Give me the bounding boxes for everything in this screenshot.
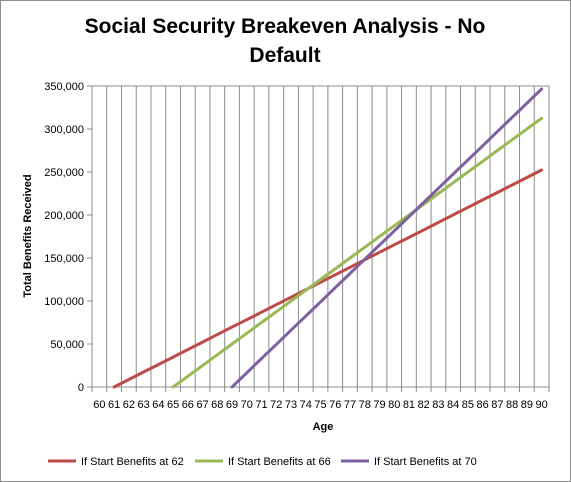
x-tick-label: 62 <box>123 399 135 411</box>
x-tick-label: 80 <box>388 399 400 411</box>
x-tick-label: 90 <box>536 399 548 411</box>
x-tick-label: 79 <box>373 399 385 411</box>
y-tick-label: 350,000 <box>44 81 84 93</box>
legend-label: If Start Benefits at 66 <box>228 456 331 468</box>
x-tick-label: 88 <box>506 399 518 411</box>
x-tick-label: 74 <box>300 399 312 411</box>
x-tick-label: 73 <box>285 399 297 411</box>
series-lines <box>112 87 544 389</box>
x-tick-label: 72 <box>270 399 282 411</box>
x-tick-label: 81 <box>403 399 415 411</box>
x-axis-ticks: 60 61 62 63 64 65 66 67 68 69 70 71 72 73 74 75 76 77 78 79… <box>91 387 550 411</box>
x-tick-label: 86 <box>477 399 489 411</box>
y-tick-label: 50,000 <box>50 339 84 351</box>
y-axis-title: Total Benefits Received <box>22 174 34 297</box>
x-tick-label: 85 <box>462 399 474 411</box>
series-line <box>112 168 544 389</box>
y-tick-label: 0 <box>78 382 84 394</box>
x-tick-label: 70 <box>241 399 253 411</box>
y-axis-ticks: 0 50,000 100,000 150,000 200,000 250,000 300,0… <box>44 81 92 394</box>
x-tick-label: 66 <box>182 399 194 411</box>
y-tick-label: 150,000 <box>44 253 84 265</box>
x-tick-label: 77 <box>344 399 356 411</box>
series-line <box>230 87 544 389</box>
x-tick-label: 67 <box>196 399 208 411</box>
y-tick-label: 100,000 <box>44 296 84 308</box>
x-tick-label: 69 <box>226 399 238 411</box>
x-tick-label: 65 <box>167 399 179 411</box>
x-tick-label: 78 <box>359 399 371 411</box>
x-tick-label: 87 <box>491 399 503 411</box>
x-tick-label: 82 <box>418 399 430 411</box>
x-tick-label: 76 <box>329 399 341 411</box>
y-tick-label: 250,000 <box>44 167 84 179</box>
chart-title: Social Security Breakeven Analysis - No … <box>84 15 486 67</box>
x-tick-label: 63 <box>137 399 149 411</box>
legend-label: If Start Benefits at 62 <box>81 456 184 468</box>
series-line <box>171 116 544 389</box>
x-tick-label: 83 <box>432 399 444 411</box>
x-tick-label: 71 <box>255 399 267 411</box>
x-axis-title: Age <box>313 421 334 433</box>
x-tick-label: 60 <box>93 399 105 411</box>
x-tick-label: 75 <box>314 399 326 411</box>
x-tick-label: 68 <box>211 399 223 411</box>
legend-label: If Start Benefits at 70 <box>374 456 477 468</box>
x-tick-label: 61 <box>108 399 120 411</box>
legend: If Start Benefits at 62 If Start Benefits… <box>48 456 477 468</box>
grid-lines <box>106 86 535 387</box>
plot-area <box>91 85 550 388</box>
y-tick-label: 300,000 <box>44 124 84 136</box>
x-tick-label: 84 <box>447 399 459 411</box>
x-tick-label: 89 <box>521 399 533 411</box>
x-tick-label: 64 <box>152 399 164 411</box>
y-tick-label: 200,000 <box>44 210 84 222</box>
